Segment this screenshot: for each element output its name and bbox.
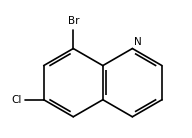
Text: Br: Br [68, 16, 79, 26]
Text: Cl: Cl [12, 95, 22, 105]
Text: N: N [134, 37, 142, 47]
